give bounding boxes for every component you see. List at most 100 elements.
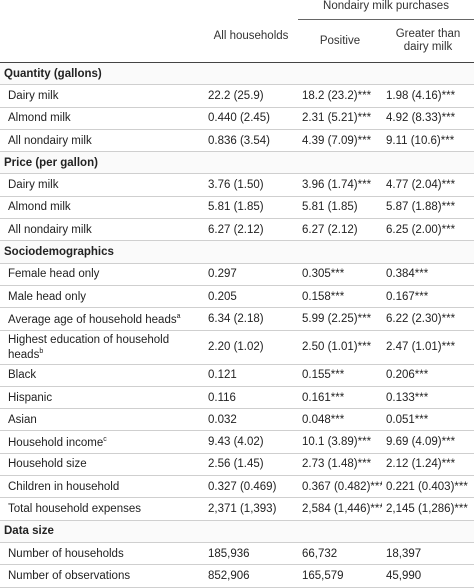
cell: 0.161*** [298,386,382,410]
cell: 3.96 (1.74)*** [298,173,382,197]
row-label: Hispanic [8,391,53,404]
section-row: Data size [0,520,474,543]
cell: 2.20 (1.02) [204,330,298,365]
cell: 165,579 [298,564,382,588]
data-row: Almond milk 0.440 (2.45) 2.31 (5.21)*** 4.9… [0,107,474,130]
cell: 0.133*** [382,386,474,410]
row-label: Highest education of household heads [8,333,170,361]
row-label-cell: Highest education of household headsb [0,330,204,365]
section-title: Quantity (gallons) [0,62,474,86]
row-label-cell: Almond milk [0,196,204,220]
cell: 852,906 [204,564,298,588]
data-row: All nondairy milk 6.27 (2.12) 6.27 (2.12) 6… [0,218,474,242]
data-row: Number of observations 852,906 165,579 45,9… [0,564,474,588]
cell: 5.87 (1.88)*** [382,196,474,220]
data-row: Almond milk 5.81 (1.85) 5.81 (1.85) 5.87 (1… [0,196,474,220]
row-label-cell: Hispanic [0,386,204,410]
cell: 4.92 (8.33)*** [382,107,474,130]
cell: 5.81 (1.85) [298,196,382,220]
data-row: Black 0.121 0.155*** 0.206*** [0,364,474,387]
cell: 2.50 (1.01)*** [298,330,382,365]
cell: 2,145 (1,286)*** [382,497,474,521]
cell: 2.56 (1.45) [204,453,298,477]
cell: 2.31 (5.21)*** [298,107,382,130]
row-label: Almond milk [8,112,71,125]
cell: 0.297 [204,263,298,286]
data-row: Total household expenses 2,371 (1,393) 2,5… [0,497,474,521]
row-label: Almond milk [8,201,71,214]
row-label: Number of households [8,547,124,560]
row-label-cell: Household size [0,453,204,477]
cell: 0.440 (2.45) [204,107,298,130]
data-row: Household size 2.56 (1.45) 2.73 (1.48)*** 2… [0,453,474,477]
cell: 0.167*** [382,285,474,309]
cell: 6.25 (2.00)*** [382,218,474,242]
section-row: Quantity (gallons) [0,62,474,86]
row-label-cell: Male head only [0,285,204,309]
column-header: Positive [298,19,382,63]
row-label-cell: Average age of household headsa [0,307,204,331]
cell: 2,584 (1,446)*** [298,497,382,521]
data-row: Female head only 0.297 0.305*** 0.384*** [0,263,474,286]
header-row: Positive Greater than dairy milk [0,19,474,63]
cell: 0.206*** [382,364,474,387]
cell: 45,990 [382,564,474,588]
cell: 2.47 (1.01)*** [382,330,474,365]
section-title: Price (per gallon) [0,151,474,175]
cell: 3.76 (1.50) [204,173,298,197]
cell: 22.2 (25.9) [204,84,298,108]
cell: 2,371 (1,393) [204,497,298,521]
cell: 9.11 (10.6)*** [382,129,474,153]
cell: 0.367 (0.482)*** [298,475,382,499]
cell: 18,397 [382,542,474,566]
cell: 0.836 (3.54) [204,129,298,153]
data-row: Highest education of household headsb 2.2… [0,330,474,365]
section-row: Sociodemographics [0,240,474,264]
row-label-cell: Number of households [0,542,204,566]
section-title: Data size [0,520,474,543]
cell: 0.116 [204,386,298,410]
data-row: Children in household 0.327 (0.469) 0.367 … [0,475,474,499]
row-label-cell: Number of observations [0,564,204,588]
row-label-cell: Female head only [0,263,204,286]
row-label: Asian [8,413,37,426]
cell: 9.43 (4.02) [204,430,298,454]
cell: 0.305*** [298,263,382,286]
row-label-cell: Household incomec [0,430,204,454]
data-row: Number of households 185,936 66,732 18,397 [0,542,474,566]
data-row: All nondairy milk 0.836 (3.54) 4.39 (7.09)… [0,129,474,153]
cell: 6.27 (2.12) [204,218,298,242]
row-label: Household size [8,458,87,471]
cell: 0.221 (0.403)*** [382,475,474,499]
cell: 0.384*** [382,263,474,286]
cell: 6.27 (2.12) [298,218,382,242]
cell: 0.158*** [298,285,382,309]
footnote-mark: a [176,312,181,320]
cell: 1.98 (4.16)*** [382,84,474,108]
data-row: Male head only 0.205 0.158*** 0.167*** [0,285,474,309]
column-header: All households [204,0,298,63]
row-label: Household income [8,436,104,449]
cell: 0.121 [204,364,298,387]
row-label: Number of observations [8,569,131,582]
cell: 0.051*** [382,408,474,432]
row-label-cell: Dairy milk [0,84,204,108]
data-row: Average age of household headsa 6.34 (2.1… [0,307,474,331]
row-label-cell: All nondairy milk [0,218,204,242]
data-row: Household incomec 9.43 (4.02) 10.1 (3.89)*… [0,430,474,454]
row-label: Female head only [8,268,100,281]
cell: 0.205 [204,285,298,309]
row-label: Male head only [8,290,86,303]
cell: 0.048*** [298,408,382,432]
footnote-mark: b [39,347,44,355]
row-label: Dairy milk [8,179,59,192]
data-row: Asian 0.032 0.048*** 0.051*** [0,408,474,432]
group-header: Nondairy milk purchases [298,0,474,21]
column-header: Greater than dairy milk [382,19,474,63]
cell: 6.34 (2.18) [204,307,298,331]
cell: 6.22 (2.30)*** [382,307,474,331]
row-label: All nondairy milk [8,134,92,147]
row-label-cell: Almond milk [0,107,204,130]
